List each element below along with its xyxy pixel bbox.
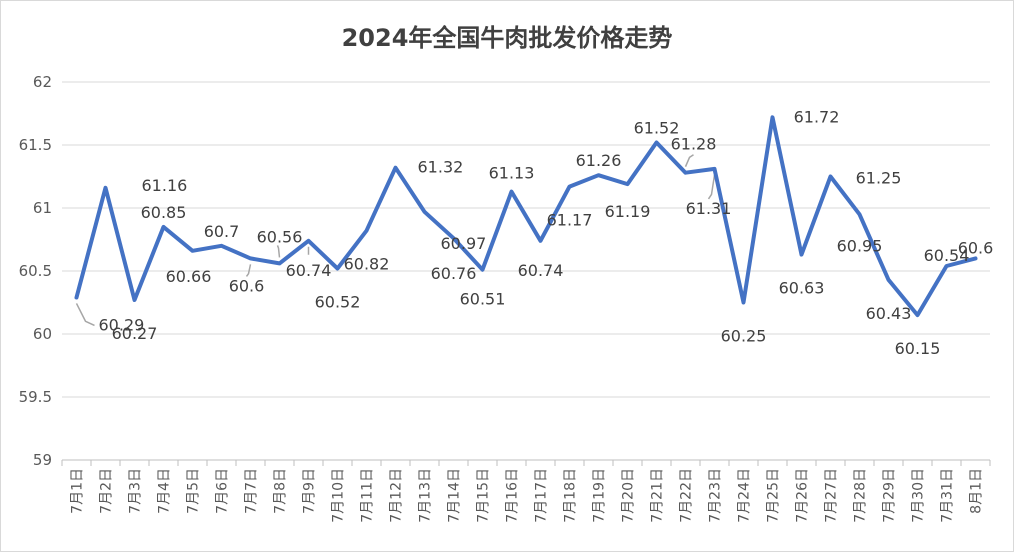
data-label: 61.72: [794, 107, 840, 126]
x-tick-label: 7月30日: [911, 468, 927, 523]
y-tick-label: 60: [33, 325, 52, 343]
leader-line: [684, 154, 694, 168]
x-tick-label: 7月5日: [186, 468, 202, 514]
x-tick-label: 7月3日: [128, 468, 144, 514]
data-label: 61.52: [634, 118, 680, 137]
gridlines: [62, 81, 990, 461]
x-tick-label: 7月28日: [853, 468, 869, 523]
data-label: 60.7: [204, 222, 240, 241]
x-tick-label: 8月1日: [969, 468, 985, 514]
x-tick-label: 7月22日: [679, 468, 695, 523]
data-label: 60.6: [229, 276, 265, 295]
data-label: 60.74: [286, 261, 332, 280]
x-tick-label: 7月17日: [534, 468, 550, 523]
x-tick-label: 7月24日: [737, 468, 753, 523]
x-tick-label: 7月18日: [563, 468, 579, 523]
data-label: 61.25: [856, 169, 902, 188]
x-tick-label: 7月27日: [824, 468, 840, 523]
data-label: 60.85: [141, 203, 187, 222]
x-tick-label: 7月13日: [418, 468, 434, 523]
leader-line: [75, 303, 95, 327]
x-tick-label: 7月9日: [302, 468, 318, 514]
x-tick-label: 7月16日: [505, 468, 521, 523]
data-label: 60.66: [166, 267, 212, 286]
data-label: 60.51: [460, 290, 506, 309]
leader-line: [707, 174, 716, 200]
data-label: 60.25: [721, 327, 767, 346]
data-labels: 60.29 61.16 60.27 60.85 60.66 60.7 60.6 60.56 60…: [99, 107, 994, 358]
data-label: 60.15: [895, 339, 941, 358]
x-tick-label: 7月6日: [215, 468, 231, 514]
data-label: 61.16: [142, 176, 188, 195]
data-label: 60.27: [112, 324, 158, 343]
x-tick-label: 7月7日: [244, 468, 260, 514]
x-tick-label: 7月12日: [389, 468, 405, 523]
x-tick-label: 7月14日: [447, 468, 463, 523]
y-axis: 59 59.5 60 60.5 61 61.5 62: [19, 73, 52, 469]
x-axis: 7月1日 7月2日 7月3日 7月4日 7月5日 7月6日 7月7日 7月8日 7月9日 7月10…: [61, 460, 991, 523]
x-tick-label: 7月2日: [99, 468, 115, 514]
x-tick-label: 7月8日: [273, 468, 289, 514]
x-tick-label: 7月1日: [70, 468, 86, 514]
x-tick-label: 7月20日: [621, 468, 637, 523]
x-tick-label: 7月19日: [592, 468, 608, 523]
data-label: 60.43: [866, 304, 912, 323]
data-label: 61.32: [418, 158, 464, 177]
data-label: 60.95: [837, 236, 883, 255]
y-tick-label: 60.5: [19, 262, 52, 280]
data-label: 60.52: [315, 292, 361, 311]
data-label: 61.17: [547, 211, 593, 230]
y-tick-label: 59: [33, 451, 52, 469]
x-tick-label: 7月15日: [476, 468, 492, 523]
data-label: 60.29: [99, 315, 145, 334]
leader-line: [276, 245, 281, 258]
y-tick-label: 61.5: [19, 136, 52, 154]
leader-line: [245, 264, 252, 277]
data-label: 61.13: [489, 164, 535, 183]
x-tick-label: 7月29日: [882, 468, 898, 523]
data-label: 60.82: [344, 255, 390, 274]
x-tick-label: 7月21日: [650, 468, 666, 523]
data-label: 61.19: [605, 202, 651, 221]
y-tick-label: 61: [33, 199, 52, 217]
data-label: 60.63: [779, 279, 825, 298]
data-label: 60.74: [518, 261, 564, 280]
x-tick-label: 7月10日: [331, 468, 347, 523]
x-tick-label: 7月26日: [795, 468, 811, 523]
data-label: 60.6: [958, 238, 994, 257]
data-label: 60.76: [431, 264, 477, 283]
x-tick-label: 7月25日: [766, 468, 782, 523]
x-tick-label: 7月23日: [708, 468, 724, 523]
x-tick-label: 7月11日: [360, 468, 376, 523]
x-tick-label: 7月31日: [940, 468, 956, 523]
data-label: 61.28: [671, 135, 717, 154]
price-line: [74, 115, 978, 318]
x-tick-label: 7月4日: [157, 468, 173, 514]
data-label: 61.26: [576, 151, 622, 170]
data-label: 60.97: [441, 234, 487, 253]
data-label: 60.56: [257, 227, 303, 246]
y-tick-label: 59.5: [19, 388, 52, 406]
chart-title: 2024年全国牛肉批发价格走势: [341, 24, 673, 52]
y-tick-label: 62: [33, 73, 52, 91]
data-label: 61.31: [686, 199, 732, 218]
data-label: 60.54: [924, 246, 970, 265]
leader-lines: [75, 154, 716, 327]
